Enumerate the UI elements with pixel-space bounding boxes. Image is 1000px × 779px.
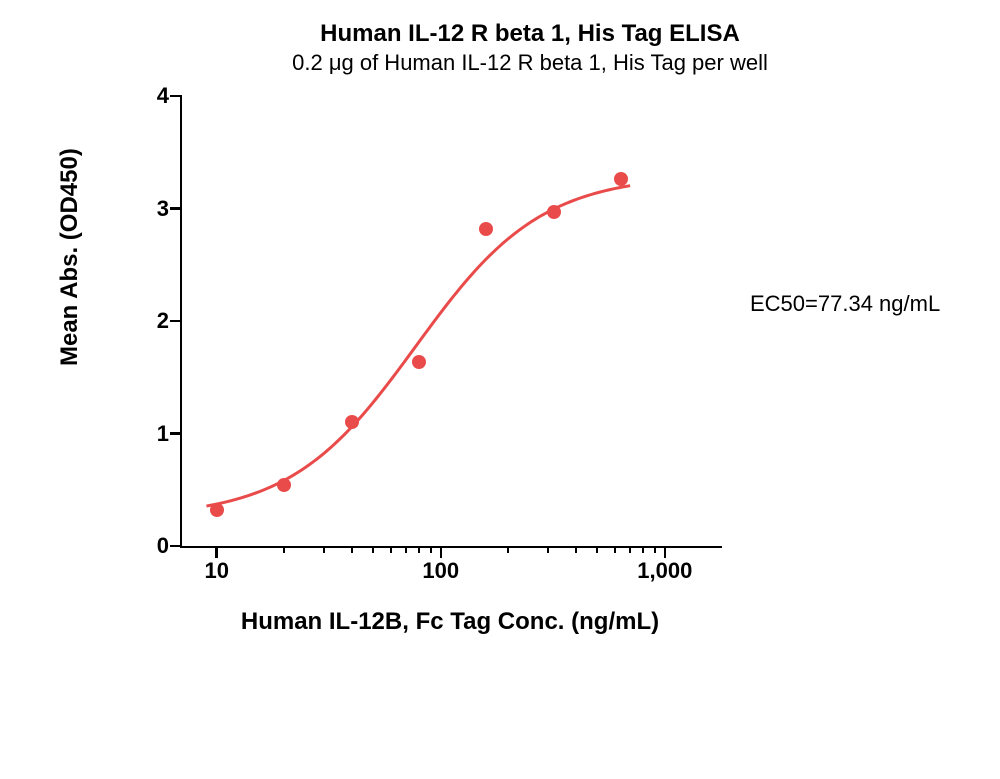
data-point (547, 205, 561, 219)
x-tick-minor (405, 546, 407, 553)
y-tick (170, 207, 182, 210)
x-tick-major (215, 546, 218, 558)
plot-wrapper: Mean Abs. (OD450) 01234101001,000 EC50=7… (80, 96, 980, 636)
x-tick-label: 1,000 (637, 558, 692, 584)
data-point (614, 172, 628, 186)
data-point (277, 478, 291, 492)
data-point (345, 415, 359, 429)
data-point (210, 503, 224, 517)
x-tick-minor (629, 546, 631, 553)
y-tick (170, 95, 182, 98)
title-block: Human IL-12 R beta 1, His Tag ELISA 0.2 … (80, 20, 980, 76)
y-tick-label: 1 (157, 421, 169, 447)
chart-title: Human IL-12 R beta 1, His Tag ELISA (80, 20, 980, 48)
ec50-annotation: EC50=77.34 ng/mL (750, 291, 940, 317)
plot-area: 01234101001,000 (180, 96, 722, 548)
x-tick-minor (390, 546, 392, 553)
chart-subtitle: 0.2 μg of Human IL-12 R beta 1, His Tag … (80, 50, 980, 76)
x-tick-major (440, 546, 443, 558)
fit-curve-path (206, 186, 630, 506)
y-tick-label: 4 (157, 83, 169, 109)
data-point (479, 222, 493, 236)
x-tick-minor (430, 546, 432, 553)
y-tick (170, 545, 182, 548)
x-tick-minor (642, 546, 644, 553)
x-tick-minor (372, 546, 374, 553)
x-tick-minor (418, 546, 420, 553)
x-tick-minor (575, 546, 577, 553)
x-tick-minor (547, 546, 549, 553)
x-tick-minor (283, 546, 285, 553)
y-axis-label: Mean Abs. (OD450) (56, 148, 84, 366)
x-tick-major (664, 546, 667, 558)
x-tick-minor (507, 546, 509, 553)
y-tick (170, 320, 182, 323)
x-tick-minor (351, 546, 353, 553)
x-tick-minor (596, 546, 598, 553)
x-axis-label: Human IL-12B, Fc Tag Conc. (ng/mL) (180, 608, 720, 636)
x-tick-minor (654, 546, 656, 553)
x-tick-minor (614, 546, 616, 553)
x-tick-label: 10 (204, 558, 228, 584)
x-tick-label: 100 (422, 558, 459, 584)
y-tick-label: 2 (157, 308, 169, 334)
chart-container: Human IL-12 R beta 1, His Tag ELISA 0.2 … (80, 20, 980, 760)
y-tick-label: 0 (157, 533, 169, 559)
fit-curve (182, 96, 722, 546)
y-tick (170, 432, 182, 435)
y-tick-label: 3 (157, 196, 169, 222)
data-point (412, 355, 426, 369)
x-tick-minor (323, 546, 325, 553)
